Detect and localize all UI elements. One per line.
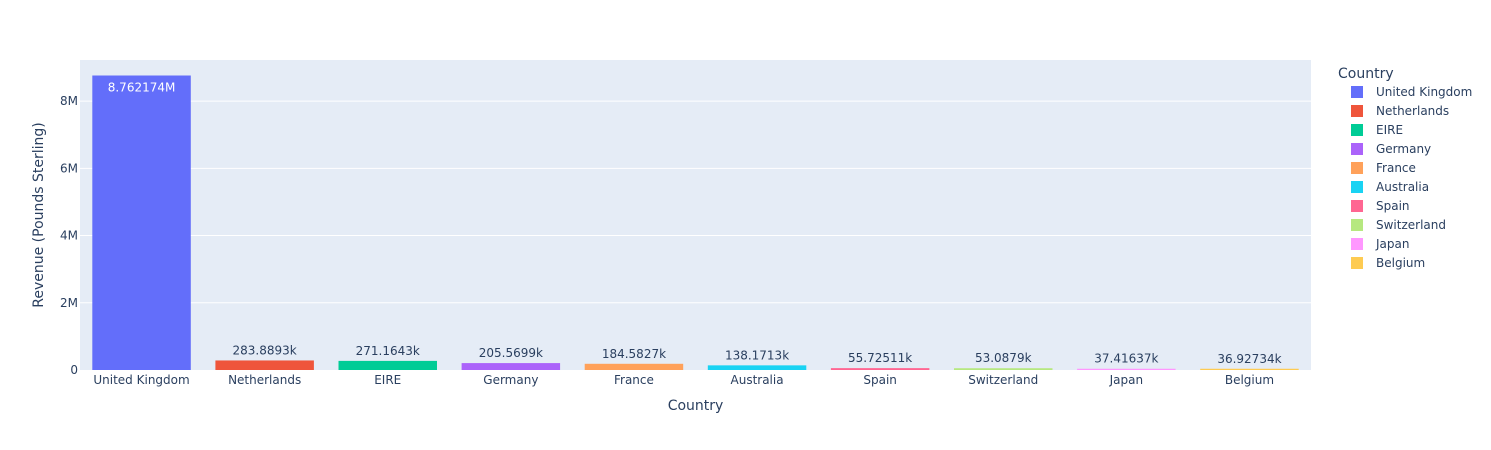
bar-value-label: 53.0879k bbox=[975, 351, 1032, 365]
legend-item[interactable]: Australia bbox=[1351, 180, 1429, 194]
legend-swatch bbox=[1351, 105, 1363, 117]
legend-label: Belgium bbox=[1376, 256, 1425, 270]
bar-value-label: 205.5699k bbox=[479, 346, 543, 360]
bar-eire[interactable] bbox=[338, 360, 437, 370]
legend-label: Germany bbox=[1376, 142, 1431, 156]
x-tick-label: United Kingdom bbox=[93, 373, 189, 387]
bar-value-label: 55.72511k bbox=[848, 351, 912, 365]
bar-netherlands[interactable] bbox=[215, 360, 314, 370]
legend-label: Netherlands bbox=[1376, 104, 1449, 118]
bar-value-label: 37.41637k bbox=[1094, 352, 1158, 366]
bar-belgium[interactable] bbox=[1200, 368, 1299, 370]
legend-swatch bbox=[1351, 86, 1363, 98]
y-tick-label: 0 bbox=[70, 363, 78, 377]
legend-item[interactable]: Belgium bbox=[1351, 256, 1425, 270]
legend-swatch bbox=[1351, 257, 1363, 269]
x-axis-title: Country bbox=[668, 398, 724, 414]
bar-spain[interactable] bbox=[830, 368, 930, 370]
legend[interactable]: Country United Kingdom Netherlands EIRE Ger… bbox=[1338, 66, 1472, 270]
legend-swatch bbox=[1351, 200, 1363, 212]
y-tick-label: 2M bbox=[60, 296, 78, 310]
y-tick-label: 4M bbox=[60, 229, 78, 243]
legend-item[interactable]: EIRE bbox=[1351, 123, 1403, 137]
legend-swatch bbox=[1351, 162, 1363, 174]
bar-switzerland[interactable] bbox=[954, 368, 1053, 370]
x-tick-label: Belgium bbox=[1225, 373, 1274, 387]
legend-swatch bbox=[1351, 124, 1363, 136]
legend-label: United Kingdom bbox=[1376, 85, 1472, 99]
bar-japan[interactable] bbox=[1077, 368, 1176, 370]
legend-label: Australia bbox=[1376, 180, 1429, 194]
bar-value-label: 138.1713k bbox=[725, 348, 789, 362]
bar-united-kingdom[interactable] bbox=[92, 75, 191, 371]
gridlines bbox=[80, 100, 1311, 304]
x-tick-label: Switzerland bbox=[968, 373, 1038, 387]
legend-swatch bbox=[1351, 238, 1363, 250]
x-tick-label: EIRE bbox=[374, 373, 401, 387]
legend-item[interactable]: Japan bbox=[1351, 237, 1409, 251]
bar-value-label: 271.1643k bbox=[356, 344, 420, 358]
legend-item[interactable]: United Kingdom bbox=[1351, 85, 1472, 99]
x-axis-ticks: United Kingdom Netherlands EIRE Germany Fran… bbox=[93, 373, 1274, 387]
legend-item[interactable]: Spain bbox=[1351, 199, 1410, 213]
x-tick-label: Australia bbox=[731, 373, 784, 387]
x-tick-label: France bbox=[614, 373, 654, 387]
plot-area-background bbox=[80, 60, 1311, 370]
legend-swatch bbox=[1351, 181, 1363, 193]
bar-value-labels: 8.762174M 283.8893k 271.1643k 205.5699k 184.… bbox=[108, 81, 1282, 366]
bar-australia[interactable] bbox=[707, 365, 807, 370]
bar-value-label: 8.762174M bbox=[108, 81, 176, 95]
legend-item[interactable]: Netherlands bbox=[1351, 104, 1449, 118]
y-tick-label: 8M bbox=[60, 94, 78, 108]
bar-value-label: 184.5827k bbox=[602, 347, 666, 361]
legend-label: France bbox=[1376, 161, 1416, 175]
legend-item[interactable]: Switzerland bbox=[1351, 218, 1446, 232]
legend-label: Spain bbox=[1376, 199, 1410, 213]
legend-swatch bbox=[1351, 143, 1363, 155]
bar-france[interactable] bbox=[584, 363, 684, 370]
legend-label: EIRE bbox=[1376, 123, 1403, 137]
legend-items[interactable]: United Kingdom Netherlands EIRE Germany Fran… bbox=[1351, 85, 1472, 270]
bar-germany[interactable] bbox=[461, 363, 561, 370]
bar-value-label: 36.92734k bbox=[1217, 352, 1281, 366]
y-tick-label: 6M bbox=[60, 161, 78, 175]
x-tick-label: Spain bbox=[863, 373, 897, 387]
legend-label: Switzerland bbox=[1376, 218, 1446, 232]
legend-label: Japan bbox=[1375, 237, 1409, 251]
y-axis-title: Revenue (Pounds Sterling) bbox=[31, 122, 47, 308]
x-tick-label: Japan bbox=[1109, 373, 1143, 387]
legend-title: Country bbox=[1338, 66, 1394, 82]
x-tick-label: Netherlands bbox=[228, 373, 301, 387]
bar-value-label: 283.8893k bbox=[233, 343, 297, 357]
legend-item[interactable]: France bbox=[1351, 161, 1416, 175]
legend-item[interactable]: Germany bbox=[1351, 142, 1431, 156]
x-tick-label: Germany bbox=[483, 373, 538, 387]
legend-swatch bbox=[1351, 219, 1363, 231]
y-axis-ticks: 0 2M 4M 6M 8M bbox=[60, 94, 78, 377]
bars[interactable] bbox=[92, 75, 1299, 371]
